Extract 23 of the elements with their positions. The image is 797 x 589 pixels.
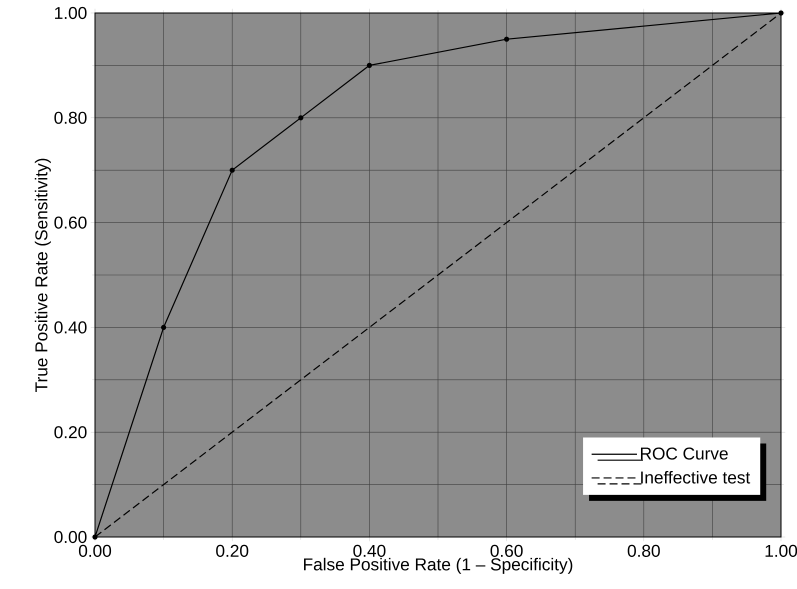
point [298,115,304,120]
x-tick-label: 0.80 [628,544,660,557]
x-tick-label: 1.00 [766,544,797,557]
y-tick-label: 1.00 [55,6,87,20]
y-tick-label: 0.00 [54,530,87,544]
point [230,168,235,173]
y-tick-label: 0.20 [54,426,87,438]
x-tick-label: 0.20 [216,544,248,557]
y-tick-label: 0.60 [54,216,87,229]
point [366,62,372,68]
point [161,324,166,330]
x-tick-label: 0.60 [490,544,523,557]
y-tick-label: 0.80 [54,112,87,124]
point [504,36,510,42]
point [778,10,784,16]
x-tick-label: 0.40 [353,544,386,557]
legend-label: Ineffective test [641,470,750,484]
legend-label: ROC Curve [640,447,728,460]
point [92,534,98,540]
y-axis-title: True Positive Rate (Sensitivity) [34,158,51,392]
x-tick-label: 0.00 [78,544,112,557]
y-tick-label: 0.40 [54,321,87,334]
x-axis-title: False Positive Rate (1 – Specificity) [304,558,572,574]
